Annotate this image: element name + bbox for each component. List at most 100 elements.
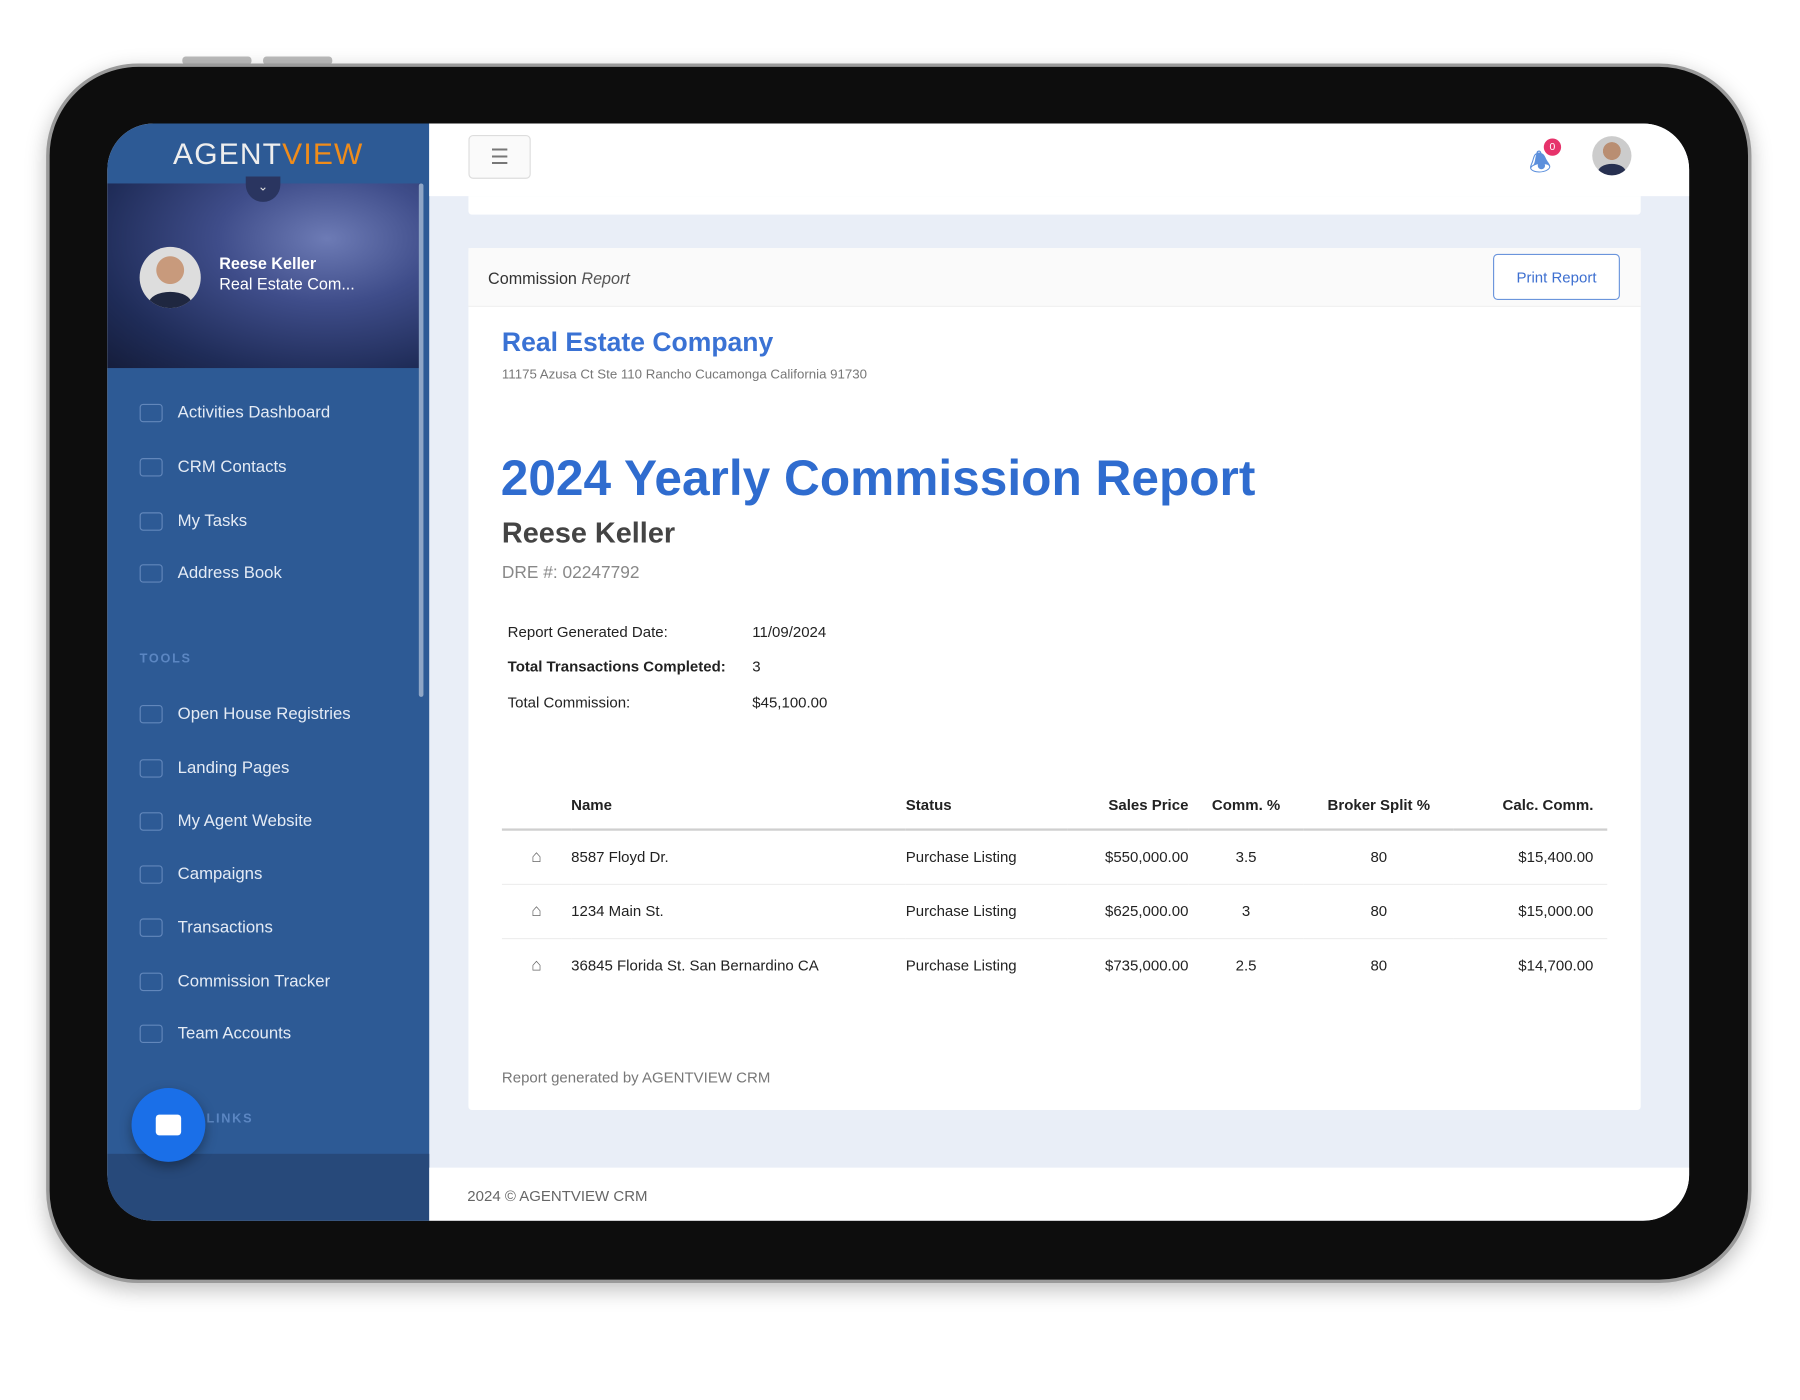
chart-icon bbox=[139, 972, 163, 992]
campaign-icon bbox=[139, 865, 163, 884]
sidebar-item-campaigns[interactable]: Campaigns bbox=[139, 865, 263, 884]
meta-value: 3 bbox=[752, 657, 761, 675]
screen: AGENT VIEW ⌄ Reese Keller Real Estate Com… bbox=[107, 123, 1690, 1221]
sidebar-item-label: Team Accounts bbox=[177, 1024, 292, 1044]
logo[interactable]: AGENT VIEW bbox=[107, 123, 429, 183]
address-book-icon bbox=[139, 564, 163, 583]
sidebar-item-label: Address Book bbox=[177, 564, 282, 583]
column-header: Calc. Comm. bbox=[1453, 781, 1608, 831]
profile-panel: ⌄ Reese Keller Real Estate Com... bbox=[107, 176, 422, 369]
cell-calc-comm: $15,400.00 bbox=[1453, 829, 1608, 885]
cell-name: 36845 Florida St. San Bernardino CA bbox=[571, 956, 819, 975]
column-header: Status bbox=[905, 781, 1068, 831]
volume-button bbox=[182, 56, 252, 65]
cell-sales-price: $735,000.00 bbox=[1104, 956, 1189, 975]
section-label-links: LINKS bbox=[206, 1112, 254, 1127]
landing-page-icon bbox=[139, 759, 163, 778]
company-name: Real Estate Company bbox=[501, 326, 774, 357]
company-address: 11175 Azusa Ct Ste 110 Rancho Cucamonga … bbox=[501, 368, 868, 382]
chat-button[interactable] bbox=[131, 1088, 206, 1162]
handshake-icon bbox=[139, 918, 163, 937]
sidebar-item-label: Activities Dashboard bbox=[177, 403, 331, 423]
home-icon bbox=[139, 403, 163, 423]
logo-text: AGENT bbox=[173, 135, 283, 171]
sidebar-bottom bbox=[107, 1153, 430, 1221]
meta-label: Report Generated Date: bbox=[507, 623, 668, 641]
column-header: Comm. % bbox=[1188, 781, 1304, 831]
notification-badge: 0 bbox=[1543, 138, 1562, 156]
cell-comm: 3.5 bbox=[1188, 829, 1304, 885]
meta-label: Total Transactions Completed: bbox=[507, 657, 726, 675]
main-content: ☰ 🕭 0 Commission Report Print Report Rea… bbox=[429, 123, 1690, 1221]
section-label-tools: TOOLS bbox=[139, 651, 192, 666]
meta-label: Total Commission: bbox=[507, 693, 631, 711]
table-header-row: Name Status Sales Price Comm. % Broker S… bbox=[501, 781, 1608, 831]
meta-value: 11/09/2024 bbox=[752, 623, 827, 641]
sidebar-item-landing-pages[interactable]: Landing Pages bbox=[139, 759, 290, 778]
sidebar-item-label: Campaigns bbox=[177, 865, 263, 884]
cell-sales-price: $550,000.00 bbox=[1067, 829, 1189, 885]
hamburger-icon: ☰ bbox=[490, 144, 509, 168]
cell-broker-split: 80 bbox=[1303, 883, 1454, 939]
table-row[interactable]: ⌂ 36845 Florida St. San Bernardino CA Purc… bbox=[502, 938, 1607, 992]
card-title: Commission Report bbox=[488, 269, 630, 287]
blank-card bbox=[468, 196, 1641, 215]
column-header: Broker Split % bbox=[1303, 781, 1454, 831]
sidebar-item-open-house-registries[interactable]: Open House Registries bbox=[139, 704, 351, 724]
sidebar-item-label: My Tasks bbox=[177, 512, 248, 531]
column-header: Name bbox=[571, 781, 906, 831]
menu-toggle-button[interactable]: ☰ bbox=[468, 134, 531, 179]
sidebar-item-team-accounts[interactable]: Team Accounts bbox=[139, 1024, 292, 1044]
cell-comm: 3 bbox=[1188, 883, 1304, 939]
sidebar-item-commission-tracker[interactable]: Commission Tracker bbox=[139, 972, 331, 992]
sidebar-item-transactions[interactable]: Transactions bbox=[139, 918, 273, 937]
monitor-icon bbox=[139, 812, 163, 831]
house-icon: ⌂ bbox=[531, 955, 542, 976]
table-row[interactable]: ⌂ 1234 Main St. Purchase Listing $625,000.0… bbox=[501, 883, 1608, 939]
profile-name: Reese Keller bbox=[219, 253, 317, 273]
house-icon: ⌂ bbox=[501, 883, 572, 939]
sidebar: AGENT VIEW ⌄ Reese Keller Real Estate Com… bbox=[107, 123, 430, 1221]
chat-icon bbox=[155, 1114, 182, 1136]
cell-name: 1234 Main St. bbox=[571, 883, 906, 939]
cell-sales-price: $625,000.00 bbox=[1067, 883, 1189, 939]
house-icon: ⌂ bbox=[501, 829, 572, 885]
sidebar-item-activities-dashboard[interactable]: Activities Dashboard bbox=[139, 403, 331, 423]
sidebar-item-my-tasks[interactable]: My Tasks bbox=[139, 512, 248, 531]
sidebar-item-label: Commission Tracker bbox=[177, 972, 331, 992]
sidebar-item-label: CRM Contacts bbox=[177, 458, 287, 477]
print-report-button[interactable]: Print Report bbox=[1493, 253, 1620, 300]
sidebar-scrollbar[interactable] bbox=[418, 183, 424, 697]
sidebar-item-label: Landing Pages bbox=[177, 759, 290, 778]
tasks-icon bbox=[139, 512, 163, 531]
sidebar-item-crm-contacts[interactable]: CRM Contacts bbox=[139, 458, 287, 477]
sidebar-item-address-book[interactable]: Address Book bbox=[139, 564, 282, 583]
cell-name: 8587 Floyd Dr. bbox=[571, 829, 906, 885]
open-house-icon bbox=[139, 704, 163, 724]
chevron-down-icon[interactable]: ⌄ bbox=[245, 176, 281, 202]
users-icon bbox=[139, 458, 163, 477]
user-avatar[interactable] bbox=[1592, 136, 1632, 176]
card-title-main: Commission bbox=[488, 268, 577, 288]
commission-table: Name Status Sales Price Comm. % Broker S… bbox=[501, 781, 1608, 992]
cell-broker-split: 80 bbox=[1370, 956, 1388, 975]
meta-value: $45,100.00 bbox=[752, 693, 828, 711]
cell-status: Purchase Listing bbox=[905, 956, 1017, 975]
bell-icon[interactable]: 🕭 bbox=[1528, 147, 1552, 177]
page-footer: 2024 © AGENTVIEW CRM bbox=[429, 1167, 1690, 1221]
cell-status: Purchase Listing bbox=[905, 883, 1068, 939]
sidebar-item-my-agent-website[interactable]: My Agent Website bbox=[139, 812, 312, 831]
logo-text-accent: VIEW bbox=[282, 135, 364, 171]
cell-status: Purchase Listing bbox=[905, 829, 1068, 885]
card-title-sub: Report bbox=[581, 268, 630, 288]
table-row[interactable]: ⌂ 8587 Floyd Dr. Purchase Listing $550,000.… bbox=[501, 829, 1608, 885]
report-card: Commission Report Print Report Real Esta… bbox=[468, 248, 1641, 1110]
card-header: Commission Report Print Report bbox=[468, 248, 1641, 307]
agent-name: Reese Keller bbox=[501, 516, 676, 550]
profile-role: Real Estate Com... bbox=[219, 274, 355, 294]
sidebar-item-label: Transactions bbox=[177, 918, 273, 937]
cell-calc-comm: $14,700.00 bbox=[1518, 956, 1594, 975]
cell-comm: 2.5 bbox=[1235, 956, 1257, 975]
dre-number: DRE #: 02247792 bbox=[501, 563, 640, 583]
report-title: 2024 Yearly Commission Report bbox=[500, 451, 1256, 507]
